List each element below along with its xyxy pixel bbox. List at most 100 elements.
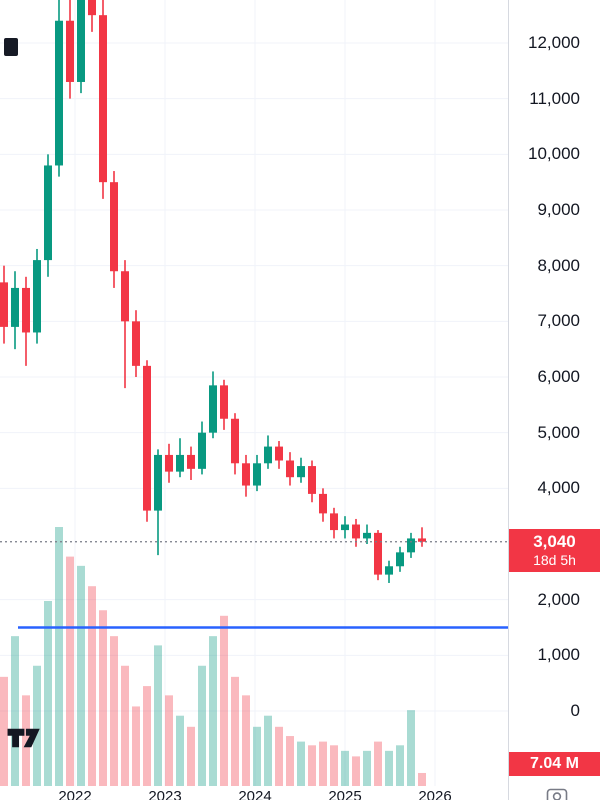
- candle: [121, 271, 129, 322]
- dark-square-marker: [4, 38, 18, 56]
- time-tick-label: 2022: [58, 788, 92, 800]
- volume-bar: [352, 756, 360, 786]
- volume-bar: [33, 665, 41, 786]
- volume-bar: [77, 565, 85, 786]
- candle: [33, 260, 41, 333]
- volume-bar: [165, 695, 173, 786]
- volume-bar: [242, 695, 250, 786]
- volume-bar: [396, 745, 404, 786]
- candle: [385, 566, 393, 575]
- candle: [253, 463, 261, 486]
- candle: [352, 524, 360, 539]
- volume-bar: [187, 726, 195, 786]
- price-tick-label: 4,000: [537, 478, 580, 498]
- price-tick-label: 6,000: [537, 367, 580, 386]
- candle: [143, 365, 151, 511]
- candle: [286, 460, 294, 478]
- volume-label: 7.04 M: [509, 752, 600, 776]
- time-axis[interactable]: 2022 2023 2024 2025 2026: [0, 786, 508, 800]
- bar-countdown: 18d 5h: [533, 551, 576, 568]
- candle: [55, 20, 63, 166]
- tradingview-logo-icon: [7, 728, 40, 748]
- candle: [187, 454, 195, 469]
- candle: [275, 446, 283, 461]
- candle: [220, 385, 228, 419]
- volume-bar: [99, 610, 107, 786]
- volume-bar: [143, 686, 151, 786]
- candle: [341, 524, 349, 531]
- volume-bar: [110, 636, 118, 786]
- price-tick-label: 7,000: [537, 311, 580, 331]
- candle: [176, 454, 184, 472]
- candle: [330, 513, 338, 531]
- candle: [154, 454, 162, 511]
- candle: [110, 182, 118, 272]
- candle: [77, 0, 85, 82]
- volume-bar: [220, 615, 228, 786]
- volume-bar: [385, 750, 393, 786]
- volume-bar: [374, 741, 382, 786]
- volume-bar: [198, 665, 206, 786]
- candle: [11, 287, 19, 327]
- candle: [88, 0, 96, 16]
- volume-bar: [176, 715, 184, 786]
- candle: [308, 466, 316, 494]
- volume-bar: [407, 710, 415, 786]
- volume-bar: [253, 726, 261, 786]
- candle: [363, 532, 371, 539]
- candle: [22, 287, 30, 333]
- price-tick-label: 8,000: [537, 255, 580, 275]
- volume-bar: [88, 586, 96, 786]
- volume-bar: [418, 772, 426, 786]
- volume-bar: [55, 527, 63, 786]
- current-price-label: 3,040 18d 5h: [509, 528, 600, 572]
- candle: [165, 454, 173, 472]
- price-tick-label: 9,000: [537, 200, 580, 219]
- candle: [0, 282, 8, 327]
- volume-bar: [363, 750, 371, 786]
- price-tick-label: 0: [570, 701, 580, 720]
- candle: [407, 538, 415, 553]
- volume-bar: [0, 676, 8, 786]
- volume-bar: [22, 695, 30, 786]
- price-tick-label: 12,000: [528, 33, 580, 52]
- price-tick-label: 5,000: [537, 422, 580, 442]
- volume-bar: [11, 636, 19, 786]
- candle: [319, 493, 327, 514]
- volume-bar: [264, 715, 272, 786]
- time-tick-label: 2025: [328, 788, 362, 800]
- volume-bar: [319, 741, 327, 786]
- volume-bar: [275, 726, 283, 786]
- tradingview-logo: [6, 726, 52, 755]
- time-tick-label: 2023: [148, 788, 182, 800]
- price-axis[interactable]: 3,040 18d 5h 7.04 M 12,000 11,000 10,000 9,…: [508, 0, 600, 800]
- candle: [44, 165, 52, 261]
- price-tick-label: 10,000: [528, 144, 580, 164]
- camera-icon[interactable]: [546, 787, 568, 800]
- price-tick-label: 1,000: [537, 645, 580, 665]
- time-tick-label: 2026: [418, 788, 452, 800]
- price-tick-label: 2,000: [537, 589, 580, 609]
- candle: [132, 321, 140, 366]
- volume-bar: [231, 676, 239, 786]
- candle: [396, 552, 404, 567]
- candle: [198, 432, 206, 469]
- current-price-value: 3,040: [533, 531, 576, 551]
- volume-bar: [121, 665, 129, 786]
- volume-bar: [308, 745, 316, 786]
- volume-bar: [44, 601, 52, 786]
- candle: [297, 466, 305, 478]
- candle: [242, 463, 250, 486]
- candle: [231, 418, 239, 464]
- time-tick-label: 2024: [238, 788, 272, 800]
- volume-bar: [286, 736, 294, 786]
- volume-bar: [330, 745, 338, 786]
- candle: [66, 20, 74, 82]
- volume-bar: [341, 750, 349, 786]
- candle: [209, 385, 217, 433]
- candle: [374, 532, 382, 575]
- candle: [99, 15, 107, 183]
- volume-bar: [132, 706, 140, 786]
- volume-bar: [66, 556, 74, 786]
